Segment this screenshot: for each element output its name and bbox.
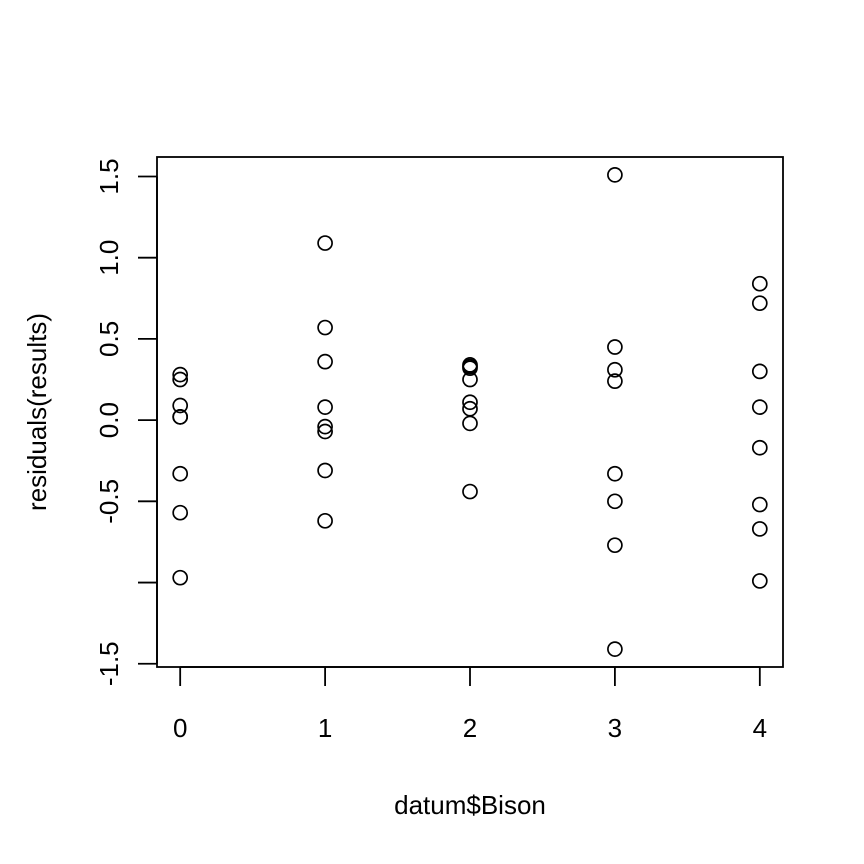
data-point <box>751 399 768 415</box>
data-point <box>317 418 333 435</box>
data-point <box>607 641 623 657</box>
data-point <box>172 409 189 425</box>
data-point <box>172 504 189 521</box>
y-tick-label: 0.0 <box>94 402 124 438</box>
data-point <box>751 496 768 513</box>
data-point <box>462 371 478 388</box>
data-point <box>317 512 333 529</box>
data-point <box>751 573 768 589</box>
y-tick-label: -1.5 <box>94 641 124 686</box>
data-point <box>607 373 623 389</box>
y-tick-label: 0.5 <box>94 321 124 357</box>
data-point <box>607 465 623 482</box>
data-point <box>462 394 478 411</box>
data-point <box>317 423 333 440</box>
y-tick-label: 1.0 <box>94 240 124 276</box>
data-point <box>607 339 623 355</box>
data-point <box>317 399 333 415</box>
plot-frame <box>156 156 784 668</box>
y-tick-label: -0.5 <box>94 479 124 524</box>
y-axis: -1.5 -0.5 0.0 0.5 1.0 1.5 <box>94 158 158 686</box>
x-axis-label: datum$Bison <box>394 790 546 820</box>
data-point <box>607 167 623 183</box>
data-point <box>462 483 478 500</box>
data-point <box>172 371 189 388</box>
data-point <box>751 439 768 456</box>
data-point <box>607 493 623 510</box>
data-points <box>172 167 768 657</box>
data-point <box>607 537 623 554</box>
data-point <box>751 275 768 292</box>
data-point <box>751 363 768 380</box>
x-tick-label: 4 <box>753 713 767 743</box>
data-point <box>607 361 623 378</box>
x-tick-label: 3 <box>608 713 622 743</box>
data-point <box>172 569 189 586</box>
x-tick-label: 0 <box>173 713 187 743</box>
data-point <box>317 353 333 370</box>
y-tick-label: 1.5 <box>94 158 124 194</box>
data-point <box>317 235 333 251</box>
data-point <box>172 397 189 414</box>
data-point <box>172 465 189 482</box>
data-point <box>751 295 768 312</box>
data-point <box>172 366 189 383</box>
x-tick-label: 1 <box>318 713 332 743</box>
data-point <box>751 521 768 537</box>
data-point <box>317 462 333 479</box>
data-point <box>462 360 478 376</box>
x-tick-label: 2 <box>463 713 477 743</box>
data-point <box>317 319 333 336</box>
y-axis-label: residuals(results) <box>22 313 52 511</box>
data-point <box>462 415 478 432</box>
